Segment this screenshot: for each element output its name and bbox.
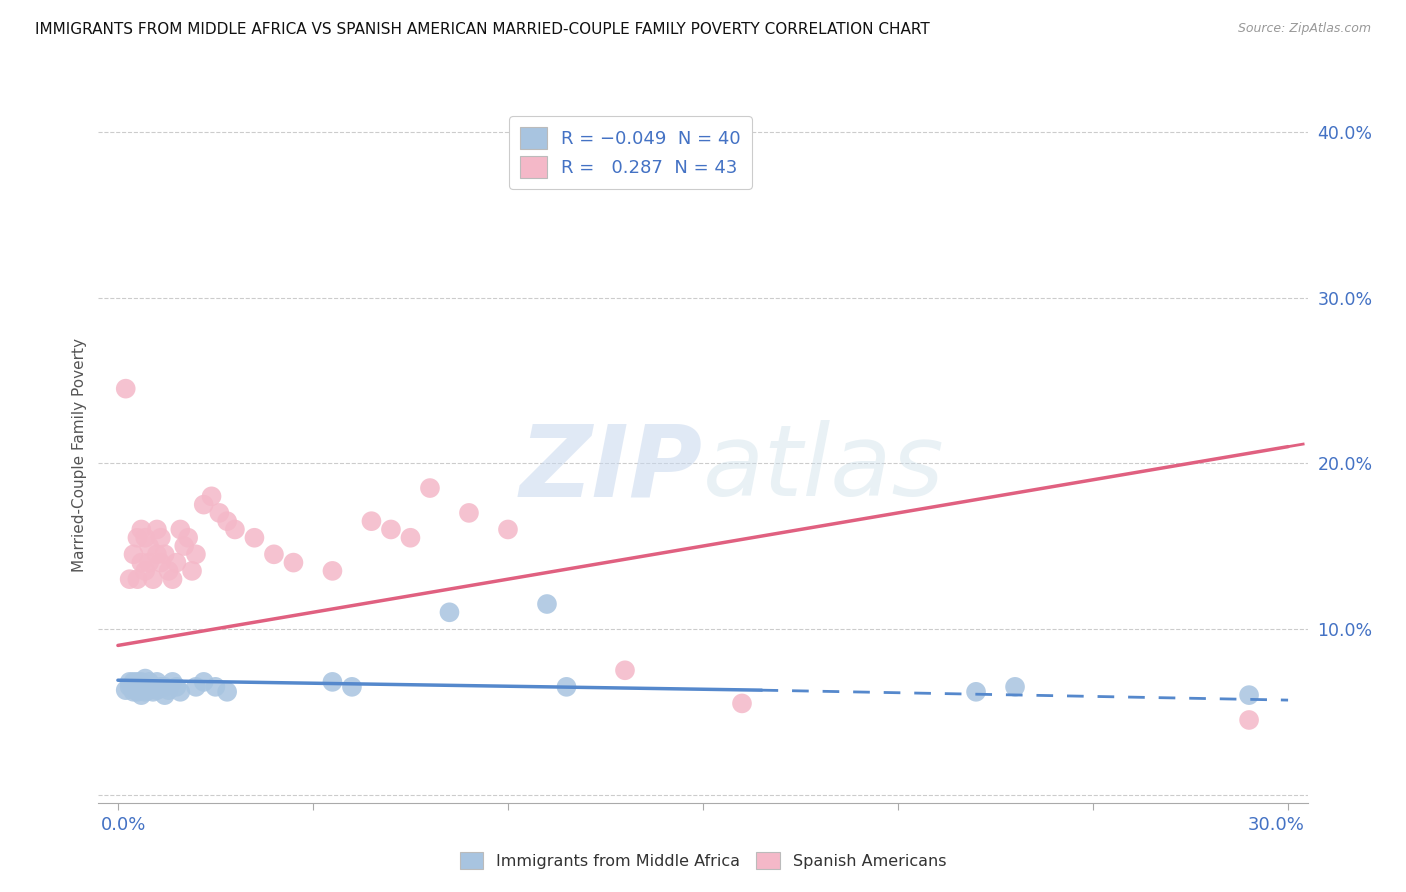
Point (496, 523, 519, 537)
Point (127, 685, 149, 699)
Point (224, 523, 246, 537)
Point (118, 680, 141, 694)
Point (162, 674, 184, 689)
Text: atlas: atlas (703, 420, 945, 517)
Point (208, 506, 231, 520)
Point (731, 697, 754, 711)
Point (217, 514, 239, 528)
Point (118, 572, 141, 586)
Point (153, 688, 176, 702)
Point (134, 680, 156, 694)
Point (1237, 688, 1260, 702)
Point (153, 547, 176, 561)
Point (146, 523, 169, 537)
Point (217, 685, 239, 699)
Point (1004, 680, 1026, 694)
Point (184, 547, 207, 561)
Point (122, 547, 145, 561)
Point (138, 539, 160, 553)
Point (184, 680, 207, 694)
Point (380, 523, 402, 537)
Point (142, 572, 165, 586)
Text: 30.0%: 30.0% (1249, 816, 1305, 834)
Point (138, 556, 160, 570)
Point (458, 506, 481, 520)
Point (321, 674, 343, 689)
Point (321, 564, 343, 578)
Point (131, 688, 153, 702)
Point (134, 672, 156, 686)
Point (122, 674, 145, 689)
Point (149, 680, 172, 694)
Legend: R = −0.049  N = 40, R =   0.287  N = 43: R = −0.049 N = 40, R = 0.287 N = 43 (509, 116, 752, 189)
Text: IMMIGRANTS FROM MIDDLE AFRICA VS SPANISH AMERICAN MARRIED-COUPLE FAMILY POVERTY : IMMIGRANTS FROM MIDDLE AFRICA VS SPANISH… (35, 22, 929, 37)
Point (157, 683, 180, 698)
Point (122, 680, 145, 694)
Point (536, 597, 558, 611)
Point (439, 605, 461, 619)
Point (193, 674, 215, 689)
Text: 0.0%: 0.0% (101, 816, 146, 834)
Point (614, 663, 637, 677)
Point (162, 572, 184, 586)
Point (177, 531, 200, 545)
Point (165, 556, 187, 570)
Point (149, 531, 172, 545)
Point (114, 683, 136, 698)
Point (419, 481, 441, 495)
Point (360, 514, 382, 528)
Point (169, 685, 191, 699)
Point (173, 539, 195, 553)
Point (243, 531, 266, 545)
Point (399, 531, 422, 545)
Point (204, 680, 226, 694)
Point (157, 564, 180, 578)
Point (149, 556, 172, 570)
Legend: Immigrants from Middle Africa, Spanish Americans: Immigrants from Middle Africa, Spanish A… (453, 846, 953, 875)
Point (118, 674, 141, 689)
Point (134, 685, 156, 699)
Point (138, 683, 160, 698)
Point (146, 674, 169, 689)
Point (193, 498, 215, 512)
Point (340, 680, 363, 694)
Point (127, 680, 149, 694)
Point (131, 674, 153, 689)
Point (114, 382, 136, 396)
Point (142, 680, 165, 694)
Text: ZIP: ZIP (520, 420, 703, 517)
Text: Source: ZipAtlas.com: Source: ZipAtlas.com (1237, 22, 1371, 36)
Point (263, 547, 285, 561)
Point (169, 523, 191, 537)
Point (127, 531, 149, 545)
Point (283, 556, 305, 570)
Point (131, 556, 153, 570)
Point (134, 531, 156, 545)
Point (122, 685, 145, 699)
Point (1237, 713, 1260, 727)
Point (200, 489, 222, 503)
Point (146, 547, 169, 561)
Y-axis label: Married-Couple Family Poverty: Married-Couple Family Poverty (72, 338, 87, 572)
Point (127, 674, 149, 689)
Point (127, 572, 149, 586)
Point (146, 683, 169, 698)
Point (165, 680, 187, 694)
Point (181, 564, 204, 578)
Point (965, 685, 987, 699)
Point (138, 674, 160, 689)
Point (153, 680, 176, 694)
Point (142, 685, 165, 699)
Point (131, 523, 153, 537)
Point (555, 680, 578, 694)
Point (134, 564, 156, 578)
Point (131, 683, 153, 698)
